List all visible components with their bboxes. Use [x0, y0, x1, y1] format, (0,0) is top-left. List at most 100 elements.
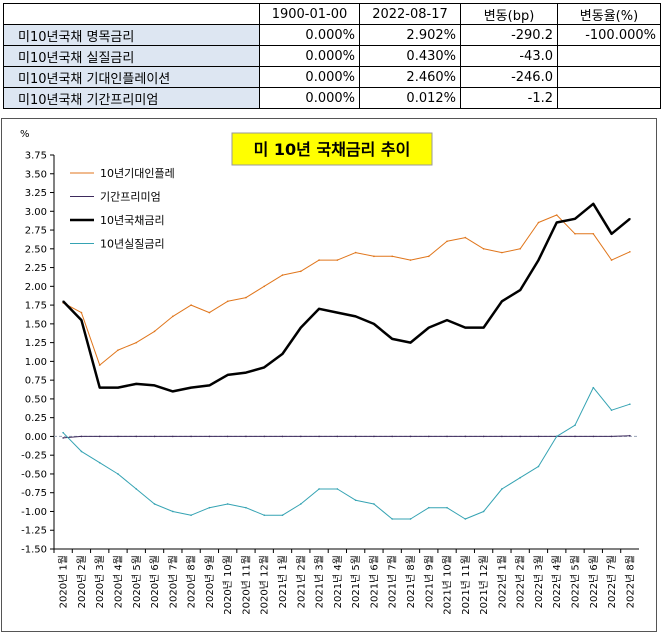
- data-point: [98, 435, 101, 438]
- table-row: 미10년국채 명목금리 0.000% 2.902% -290.2 -100.000%: [3, 24, 661, 46]
- series-line-3: [62, 387, 631, 520]
- y-tick-label: 2.25: [25, 263, 47, 274]
- cell-change-pct: [557, 45, 661, 67]
- y-tick-label: 2.50: [25, 244, 47, 255]
- data-point: [336, 311, 339, 314]
- x-tick-label: 2020년 3월: [94, 555, 106, 608]
- data-point: [373, 255, 375, 258]
- data-point: [519, 476, 521, 479]
- data-point: [464, 435, 467, 438]
- data-point: [226, 503, 229, 505]
- cell-change-bp: -43.0: [460, 45, 558, 67]
- data-point: [208, 435, 211, 438]
- cell-change-bp: -246.0: [460, 66, 558, 88]
- data-point: [464, 236, 467, 239]
- row-label: 미10년국채 기간프리미엄: [3, 87, 260, 109]
- data-point: [117, 349, 119, 351]
- header-cell: 1900-01-00: [259, 3, 360, 25]
- data-point: [299, 435, 302, 438]
- rate-chart: % 3.75 3.50 3.25 3.00 2.75 2.50 2.25 2.00 1.75 1.5…: [20, 129, 639, 615]
- data-point: [226, 435, 229, 438]
- data-point: [409, 341, 412, 344]
- data-point: [501, 488, 503, 490]
- data-point: [610, 409, 613, 411]
- data-point: [501, 435, 503, 438]
- cell-change-pct: -100.000%: [557, 24, 661, 46]
- data-point: [263, 366, 266, 369]
- data-point: [135, 341, 138, 344]
- cell-end-value: 0.012%: [359, 87, 461, 109]
- chart-title-box: [231, 132, 433, 166]
- x-tick-label: 2022년 5월: [570, 555, 582, 608]
- legend-label: 10년국채금리: [100, 214, 165, 227]
- y-tick-label: 3.00: [25, 207, 47, 218]
- data-point: [501, 251, 503, 254]
- data-point: [592, 202, 595, 205]
- data-point: [263, 514, 266, 517]
- data-point: [245, 506, 247, 509]
- data-point: [519, 248, 521, 250]
- x-tick-label: 2022년 2월: [515, 555, 527, 608]
- data-point: [281, 435, 284, 438]
- x-tick-label: 2020년 4월: [112, 555, 124, 608]
- table-row: 미10년국채 기간프리미엄 0.000% 0.012% -1.2: [3, 87, 661, 109]
- data-point: [610, 233, 613, 235]
- table-row: 미10년국채 실질금리 0.000% 0.430% -43.0: [3, 45, 661, 67]
- x-tick-label: 2022년 6월: [588, 555, 600, 608]
- table-header-row: 1900-01-00 2022-08-17 변동(bp) 변동율(%): [3, 3, 661, 25]
- y-tick-label: 1.25: [25, 338, 47, 349]
- data-point: [117, 435, 119, 438]
- data-point: [427, 435, 430, 438]
- data-point: [391, 338, 394, 340]
- y-tick-label: 3.50: [25, 169, 47, 180]
- x-tick-label: 2021년 2월: [295, 555, 307, 608]
- cell-change-bp: -1.2: [460, 87, 558, 109]
- legend-label: 기간프리미엄: [100, 191, 161, 204]
- data-point: [592, 435, 595, 438]
- legend-label: 10년기대인플레: [100, 167, 175, 180]
- data-point: [537, 435, 540, 438]
- data-point: [245, 296, 247, 299]
- cell-start-value: 0.000%: [259, 24, 360, 46]
- cell-start-value: 0.000%: [259, 66, 360, 88]
- data-point: [629, 217, 631, 220]
- data-point: [391, 435, 394, 438]
- y-tick-label: -0.75: [21, 488, 47, 499]
- data-point: [610, 435, 613, 438]
- x-tick-label: 2022년 3월: [533, 555, 545, 608]
- x-tick-label: 2021년 10월: [442, 555, 454, 615]
- data-point: [172, 510, 174, 513]
- data-point: [98, 461, 101, 464]
- data-point: [574, 233, 576, 235]
- data-point: [318, 435, 320, 438]
- x-tick-label: 2021년 6월: [368, 555, 380, 608]
- data-point: [336, 488, 339, 490]
- data-point: [592, 386, 595, 389]
- x-tick-label: 2020년 5월: [131, 555, 143, 608]
- x-tick-label: 2022년 7월: [606, 555, 618, 608]
- cell-change-pct: [557, 87, 661, 109]
- row-label: 미10년국채 실질금리: [3, 45, 260, 67]
- data-point: [117, 473, 119, 475]
- data-point: [281, 514, 284, 517]
- data-point: [62, 300, 64, 303]
- y-tick-label: 2.00: [25, 282, 47, 293]
- legend-label: 10년실질금리: [100, 238, 165, 251]
- data-point: [629, 434, 631, 437]
- y-tick-label: 3.75: [25, 151, 47, 162]
- data-point: [409, 518, 412, 520]
- data-point: [98, 364, 101, 366]
- chart-title: 미 10년 국채금리 추이: [254, 140, 411, 159]
- data-point: [391, 255, 394, 258]
- data-point: [427, 326, 430, 329]
- data-point: [208, 506, 211, 509]
- data-point: [464, 518, 467, 520]
- data-point: [190, 304, 192, 306]
- x-tick-label: 2021년 3월: [314, 555, 326, 608]
- data-point: [354, 435, 357, 438]
- y-tick-label: 0.50: [25, 394, 47, 405]
- data-point: [135, 435, 138, 438]
- y-axis-unit-label: %: [20, 129, 30, 140]
- data-point: [80, 319, 83, 321]
- data-point: [153, 435, 156, 438]
